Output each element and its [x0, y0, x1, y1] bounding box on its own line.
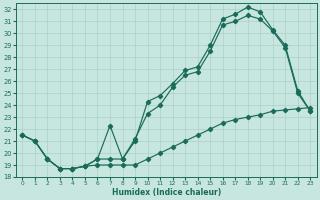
- X-axis label: Humidex (Indice chaleur): Humidex (Indice chaleur): [112, 188, 221, 197]
